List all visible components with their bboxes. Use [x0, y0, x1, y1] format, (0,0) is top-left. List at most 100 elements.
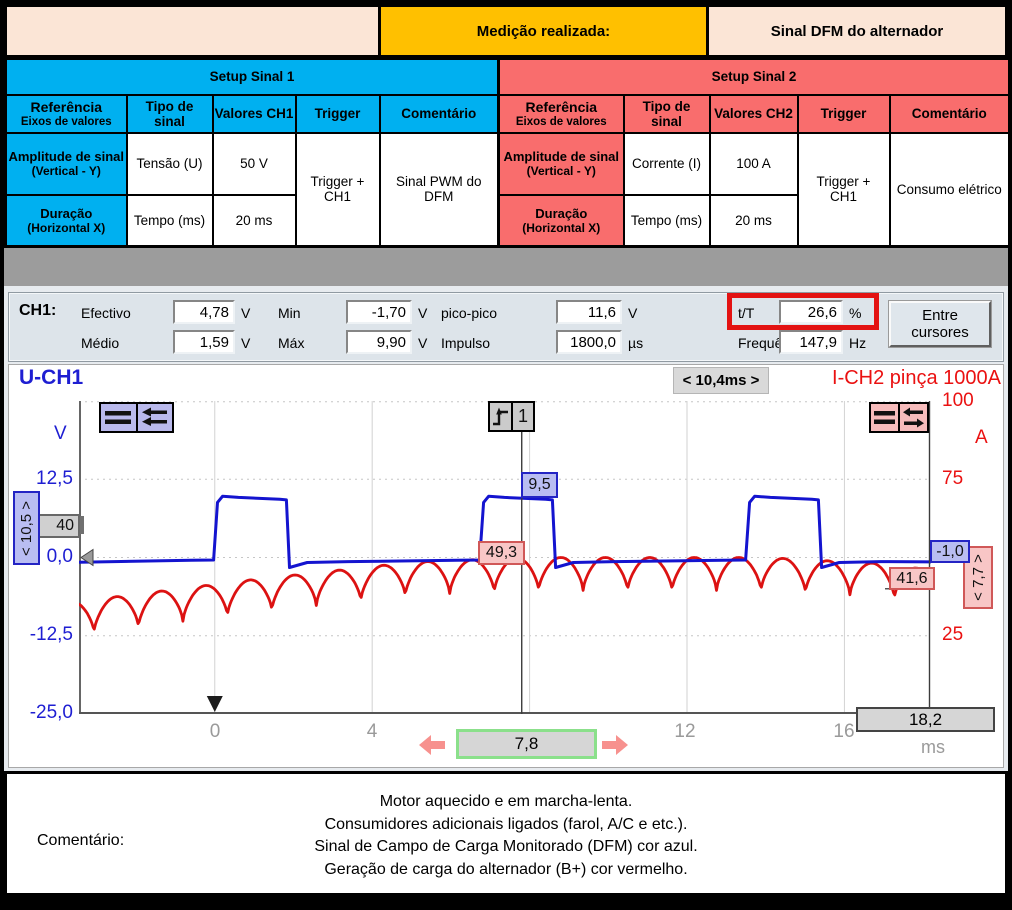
- setup2-col-comentario: Comentário: [888, 93, 1011, 134]
- cursor1-time-box[interactable]: 7,8: [456, 729, 597, 759]
- ch1-channel-controls[interactable]: [99, 402, 174, 433]
- max-unit: V: [418, 335, 428, 351]
- page-border-right: [1008, 0, 1012, 910]
- v-tick-neg12-5: -12,5: [29, 624, 73, 645]
- medio-label: Médio: [81, 335, 120, 351]
- a-tick-75: 75: [942, 468, 964, 489]
- ch2-coupling-icon[interactable]: [869, 402, 900, 433]
- right-axis-unit: A: [975, 427, 988, 448]
- medio-value-field[interactable]: 1,59: [173, 330, 235, 354]
- trigger-indicator[interactable]: 1: [488, 401, 535, 432]
- duty-cycle-label: t/T: [738, 305, 755, 321]
- x-tick-0: 0: [209, 721, 221, 742]
- setup2-title: Setup Sinal 2: [497, 57, 1011, 96]
- measurement-readout-panel: CH1: Efectivo 4,78 V Médio 1,59 V Min -1…: [8, 292, 1004, 362]
- cursor-delta-time-box[interactable]: < 10,4ms >: [673, 367, 769, 394]
- picopico-value-field[interactable]: 11,6: [556, 300, 622, 324]
- max-label: Máx: [278, 335, 305, 351]
- x-tick-4: 4: [366, 721, 378, 742]
- setup1-col-referencia: Referência Eixos de valores: [4, 93, 128, 134]
- setup-signal-2-table: Setup Sinal 2 Referência Eixos de valore…: [497, 57, 1012, 248]
- impulso-label: Impulso: [441, 335, 491, 351]
- medio-unit: V: [241, 335, 251, 351]
- min-value-field[interactable]: -1,70: [346, 300, 412, 324]
- setup1-tipo-tempo: Tempo (ms): [125, 193, 214, 248]
- cursor1-ch1-value-box[interactable]: 9,5: [521, 472, 558, 498]
- min-label: Min: [278, 305, 301, 321]
- setup2-comentario-cell: Consumo elétrico: [888, 131, 1011, 248]
- impulso-value-field[interactable]: 1800,0: [556, 330, 622, 354]
- oscilloscope-plot[interactable]: [79, 401, 931, 714]
- duty-cycle-unit: %: [849, 305, 862, 321]
- setup2-col-referencia: Referência Eixos de valores: [497, 93, 625, 134]
- setup1-row-amplitude: Amplitude de sinal (Vertical - Y): [4, 131, 128, 196]
- trigger-rising-edge-icon[interactable]: [488, 401, 513, 432]
- setup1-valor-20ms: 20 ms: [211, 193, 297, 248]
- duty-cycle-value-field[interactable]: 26,6: [779, 300, 843, 324]
- efectivo-unit: V: [241, 305, 251, 321]
- x-axis-unit: ms: [921, 737, 945, 757]
- setup1-comentario-cell: Sinal PWM do DFM: [378, 131, 500, 248]
- measurement-title: Sinal DFM do alternador: [706, 4, 1008, 58]
- page-border-left: [0, 0, 4, 910]
- ch1-coupling-icon[interactable]: [99, 402, 138, 433]
- cursor1-ch2-value-box[interactable]: 49,3: [478, 541, 525, 565]
- setup2-col-valores: Valores CH2: [708, 93, 799, 134]
- setup-signal-1-table: Setup Sinal 1 Referência Eixos de valore…: [4, 57, 501, 248]
- comment-line: Sinal de Campo de Carga Monitorado (DFM)…: [314, 838, 698, 855]
- setup1-valor-50v: 50 V: [211, 131, 297, 196]
- frequencia-value-field[interactable]: 147,9: [779, 330, 843, 354]
- comment-line: Geração de carga do alternador (B+) cor …: [324, 860, 688, 878]
- frequencia-unit: Hz: [849, 335, 867, 351]
- header-blank-cell: [4, 4, 381, 58]
- setup1-trigger-cell: Trigger + CH1: [294, 131, 381, 248]
- comment-line: Consumidores adicionais ligados (farol, …: [324, 815, 688, 833]
- ch1-scroll-arrows-icon[interactable]: [136, 402, 174, 433]
- comment-section: Comentário: Motor aquecido e em marcha-l…: [4, 771, 1008, 896]
- efectivo-value-field[interactable]: 4,78: [173, 300, 235, 324]
- setup2-col-trigger: Trigger: [796, 93, 891, 134]
- setup1-tipo-tensao: Tensão (U): [125, 131, 214, 196]
- between-cursors-button[interactable]: Entre cursores: [889, 301, 991, 347]
- ch2-channel-controls[interactable]: [869, 402, 929, 433]
- setup1-row-duracao: Duração (Horizontal X): [4, 193, 128, 248]
- cursor2-ch1-value-box[interactable]: -1,0: [930, 540, 970, 563]
- setup2-tipo-tempo: Tempo (ms): [622, 193, 711, 248]
- max-value-field[interactable]: 9,90: [346, 330, 412, 354]
- setup1-col-comentario: Comentário: [378, 93, 500, 134]
- setup2-trigger-cell: Trigger + CH1: [796, 131, 891, 248]
- setup2-valor-100a: 100 A: [708, 131, 799, 196]
- page-border-top: [0, 0, 1012, 4]
- setup2-tipo-corrente: Corrente (I): [622, 131, 711, 196]
- comment-text: Motor aquecido e em marcha-lenta. Consum…: [7, 791, 1005, 881]
- cursor2-time-box[interactable]: 18,2: [856, 707, 995, 732]
- setup1-title: Setup Sinal 1: [4, 57, 500, 96]
- separator-band: [4, 248, 1008, 286]
- ch2-axis-title: I-CH2 pinça 1000A: [832, 367, 1001, 389]
- picopico-label: pico-pico: [441, 305, 498, 321]
- setup2-row-duracao: Duração (Horizontal X): [497, 193, 625, 248]
- min-unit: V: [418, 305, 428, 321]
- impulso-unit: µs: [628, 335, 644, 351]
- trigger-channel-badge[interactable]: 1: [511, 401, 535, 432]
- v-tick-neg25: -25,0: [29, 702, 73, 723]
- v-tick-12-5: 12,5: [36, 468, 73, 489]
- ch1-delta-value-box[interactable]: < 10,5 >: [13, 491, 40, 565]
- ch2-swap-arrows-icon[interactable]: [898, 402, 929, 433]
- page-border-bottom: [0, 896, 1012, 910]
- efectivo-label: Efectivo: [81, 305, 131, 321]
- x-tick-12: 12: [674, 721, 696, 742]
- channel-label: CH1:: [19, 302, 57, 319]
- a-tick-25: 25: [942, 624, 964, 645]
- a-tick-100: 100: [942, 390, 974, 411]
- setup1-col-valores: Valores CH1: [211, 93, 297, 134]
- cursor-left-arrow-icon[interactable]: [418, 734, 446, 756]
- setup2-valor-20ms: 20 ms: [708, 193, 799, 248]
- comment-label: Comentário:: [37, 832, 125, 849]
- cursor2-ch2-value-box[interactable]: 41,6: [889, 567, 935, 590]
- trigger-level-tag[interactable]: 40: [34, 514, 80, 538]
- cursor-right-arrow-icon[interactable]: [601, 734, 629, 756]
- setup1-col-trigger: Trigger: [294, 93, 381, 134]
- setup2-col-tipo: Tipo de sinal: [622, 93, 711, 134]
